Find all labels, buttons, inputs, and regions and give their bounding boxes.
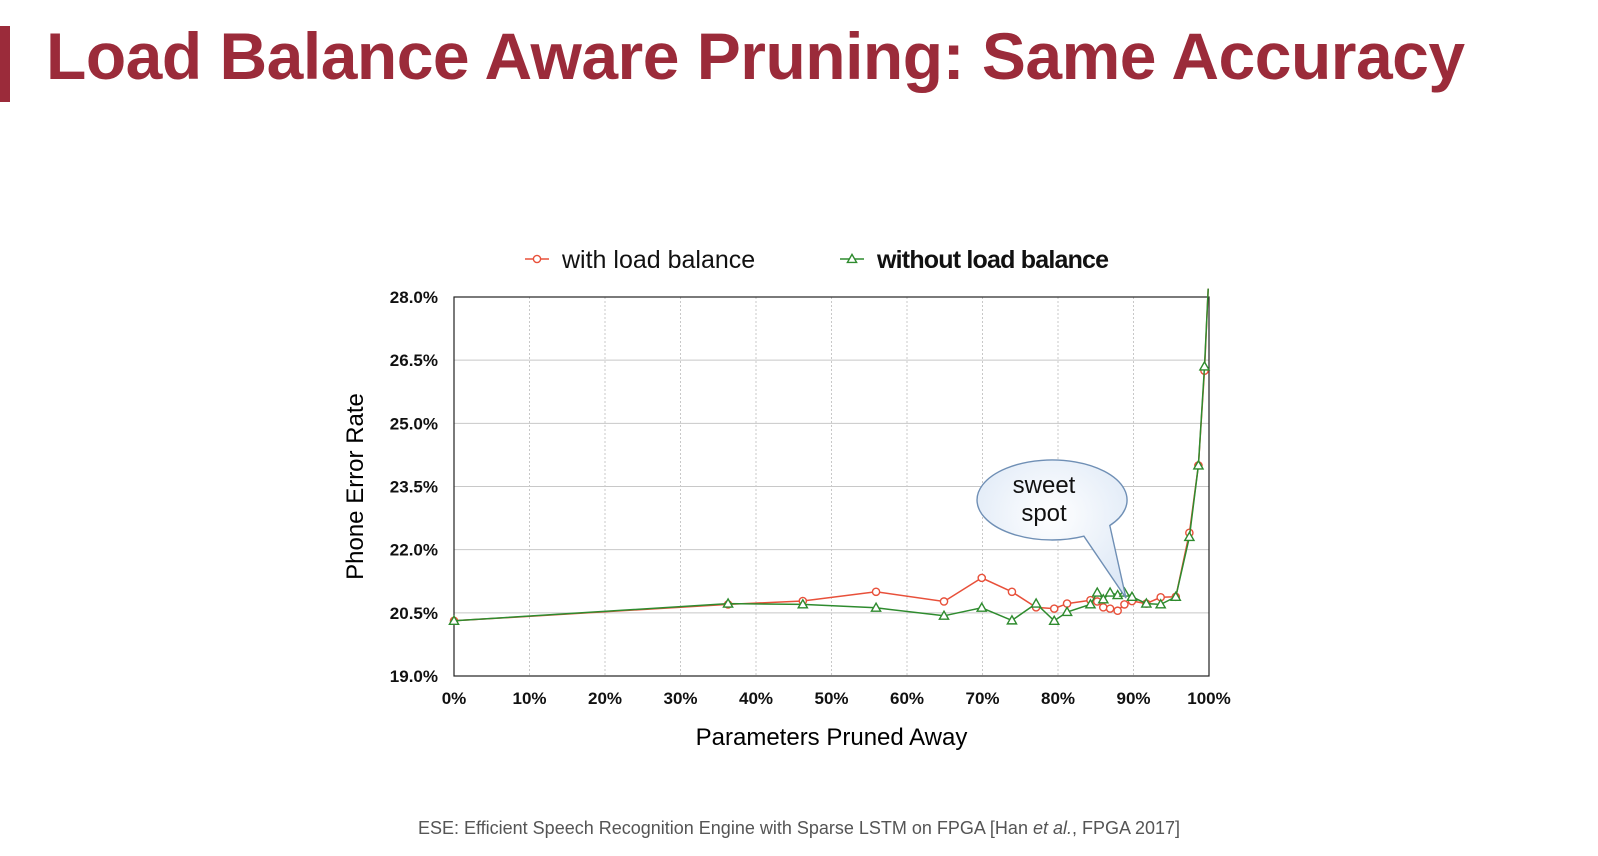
legend-marker (532, 254, 542, 264)
legend-item: without load balance (840, 246, 1110, 274)
data-point (1192, 459, 1205, 470)
data-point (1049, 604, 1059, 613)
x-tick-label: 20% (588, 689, 622, 708)
data-point (1105, 604, 1115, 613)
y-tick-label: 28.0% (390, 288, 438, 307)
citation-et-al: et al. (1032, 818, 1072, 838)
data-point (938, 609, 950, 620)
citation-footer: ESE: Efficient Speech Recognition Engine… (0, 818, 1598, 839)
data-point (1169, 590, 1182, 601)
x-tick-label: 30% (663, 689, 697, 708)
chart-series (448, 288, 1211, 626)
citation-text: ESE: Efficient Speech Recognition Engine… (417, 818, 1033, 838)
data-point (939, 597, 949, 606)
data-point (1126, 590, 1138, 601)
y-tick-label: 22.0% (390, 541, 438, 560)
legend-item: with load balance (525, 246, 755, 274)
data-point (1198, 360, 1211, 371)
data-point (1183, 531, 1196, 542)
data-point (975, 601, 988, 612)
chart-legend: with load balance without load balance (525, 246, 1110, 274)
chart: 0% 10% 20% 30% 40% 50% 60% 70% 80% 90% 100% 19.0% 20… (342, 246, 1231, 751)
x-tick-label: 50% (814, 689, 848, 708)
y-tick-label: 25.0% (390, 414, 438, 433)
data-point (448, 614, 460, 625)
data-point (1061, 605, 1073, 617)
data-point (1006, 614, 1018, 625)
y-axis-label: Phone Error Rate (342, 393, 369, 580)
x-tick-label: 0% (442, 689, 467, 708)
data-point (1154, 598, 1167, 609)
data-point (1097, 593, 1110, 604)
data-point (1048, 614, 1061, 625)
y-tick-label: 26.5% (390, 351, 438, 370)
data-point (722, 597, 734, 608)
data-point (870, 601, 882, 612)
x-axis-label: Parameters Pruned Away (696, 724, 968, 751)
axis-ticks: 0% 10% 20% 30% 40% 50% 60% 70% 80% 90% 100% 19.0% 20… (390, 288, 1231, 708)
slide-title: Load Balance Aware Pruning: Same Accurac… (46, 19, 1465, 93)
plot-frame (453, 296, 1210, 677)
callout-text: spot (1021, 500, 1067, 527)
y-tick-label: 19.0% (390, 667, 438, 686)
x-tick-label: 40% (739, 689, 773, 708)
data-point (1113, 606, 1122, 616)
data-point (977, 573, 987, 583)
x-tick-label: 70% (965, 689, 999, 708)
data-point (1030, 597, 1042, 608)
x-tick-label: 10% (512, 689, 546, 708)
series-with-load-balance (449, 288, 1209, 626)
data-point (1099, 603, 1108, 612)
data-point (1007, 587, 1017, 597)
x-tick-label: 60% (890, 689, 924, 708)
data-point (1104, 586, 1116, 597)
data-point (1120, 600, 1129, 609)
x-tick-label: 100% (1187, 689, 1230, 708)
y-tick-label: 20.5% (390, 604, 438, 623)
callout-text: sweet (1013, 472, 1076, 499)
series-without-load-balance (448, 288, 1211, 625)
title-accent-bar (0, 26, 10, 102)
citation-venue: , FPGA 2017] (1071, 818, 1181, 838)
data-point (1140, 597, 1153, 608)
data-point (1091, 586, 1104, 597)
legend-label: without load balance (876, 246, 1109, 274)
x-tick-label: 80% (1041, 689, 1075, 708)
data-point (871, 587, 881, 597)
callout-bubble (976, 459, 1128, 599)
legend-marker (846, 252, 858, 264)
legend-label: with load balance (561, 246, 755, 274)
y-tick-label: 23.5% (390, 478, 438, 497)
data-point (1084, 598, 1097, 609)
x-tick-label: 90% (1116, 689, 1150, 708)
data-point (797, 598, 809, 609)
